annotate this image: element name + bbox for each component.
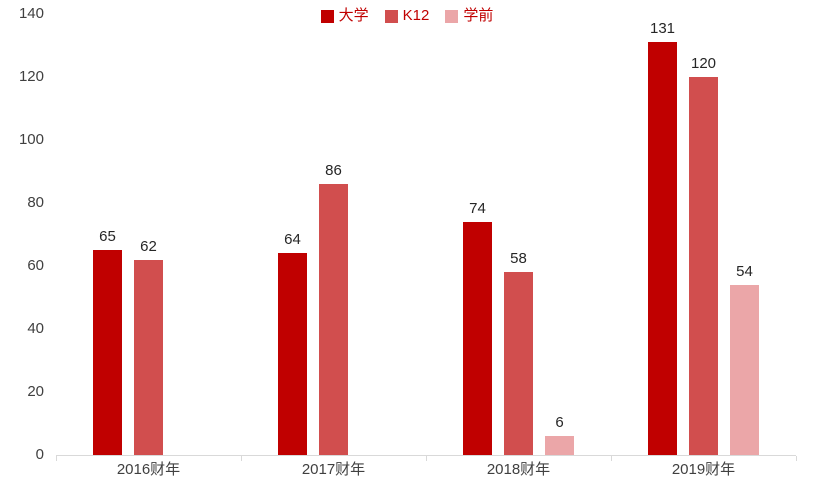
bar-group: 64 86 — [241, 14, 426, 455]
bar: 64 — [278, 231, 307, 455]
x-tick — [426, 456, 427, 461]
bar-value-label: 6 — [555, 414, 564, 432]
x-tick — [611, 456, 612, 461]
bar: 74 — [463, 200, 492, 455]
x-axis-line — [56, 455, 796, 456]
legend-label: K12 — [402, 7, 430, 24]
bar: 58 — [504, 250, 533, 455]
bar-value-label: 58 — [510, 250, 527, 268]
bar-slot: 74 — [463, 14, 492, 455]
legend: 大学 K12 学前 — [0, 7, 814, 25]
legend-swatch-icon — [445, 9, 459, 23]
bar-group: 65 62 — [56, 14, 241, 455]
bar-slot: 6 — [545, 14, 574, 455]
x-tick — [796, 456, 797, 461]
x-axis-label: 2016财年 — [116, 461, 181, 478]
bar-slot: 54 — [730, 14, 759, 455]
y-tick-label: 0 — [35, 446, 44, 463]
y-axis: 0 20 40 60 80 100 120 140 — [0, 5, 46, 463]
x-tick — [56, 456, 57, 461]
bar-value-label: 86 — [325, 162, 342, 180]
y-tick-label: 80 — [27, 194, 44, 211]
legend-item: 大学 — [320, 7, 369, 25]
y-tick-label: 120 — [18, 68, 44, 85]
bar-slot: 120 — [689, 14, 718, 455]
bar-value-label: 74 — [469, 199, 486, 217]
bar-slot: 131 — [648, 14, 677, 455]
y-tick-label: 40 — [27, 320, 44, 337]
x-axis-label: 2018财年 — [486, 461, 551, 478]
y-tick-label: 60 — [27, 257, 44, 274]
plot-area: 65 62 64 86 74 58 6 131 120 54 — [56, 14, 796, 455]
bar-slot — [360, 14, 389, 455]
legend-label: 大学 — [338, 7, 369, 24]
x-axis-label: 2019财年 — [671, 461, 736, 478]
bar-group: 74 58 6 — [426, 14, 611, 455]
bar-slot: 64 — [278, 14, 307, 455]
bar-value-label: 62 — [140, 237, 157, 255]
y-tick-label: 20 — [27, 383, 44, 400]
legend-label: 学前 — [463, 7, 494, 24]
bar: 54 — [730, 263, 759, 455]
bar: 86 — [319, 162, 348, 455]
legend-swatch-icon — [320, 9, 334, 23]
bar-value-label: 131 — [649, 20, 676, 38]
y-tick-label: 100 — [18, 131, 44, 148]
bar-value-label: 54 — [736, 262, 753, 280]
x-tick — [241, 456, 242, 461]
legend-swatch-icon — [384, 9, 398, 23]
bar-slot: 58 — [504, 14, 533, 455]
bar: 120 — [689, 55, 718, 455]
legend-item: 学前 — [445, 7, 493, 25]
y-tick-label: 140 — [18, 5, 44, 22]
bar-group: 131 120 54 — [611, 14, 796, 455]
bar: 6 — [545, 414, 574, 455]
bar-slot — [175, 14, 204, 455]
x-axis: 2016财年 2017财年 2018财年 2019财年 — [56, 461, 796, 479]
bar-value-label: 64 — [284, 231, 301, 249]
bar-value-label: 120 — [690, 55, 717, 72]
bar-slot: 86 — [319, 14, 348, 455]
bar-slot: 62 — [134, 14, 163, 455]
bar-slot: 65 — [93, 14, 122, 455]
x-axis-label: 2017财年 — [301, 461, 366, 478]
bar-value-label: 65 — [99, 228, 116, 246]
bar: 62 — [134, 238, 163, 455]
bar: 65 — [93, 228, 122, 455]
legend-item: K12 — [384, 7, 430, 25]
bar: 131 — [648, 20, 677, 455]
x-ticks — [56, 456, 797, 461]
